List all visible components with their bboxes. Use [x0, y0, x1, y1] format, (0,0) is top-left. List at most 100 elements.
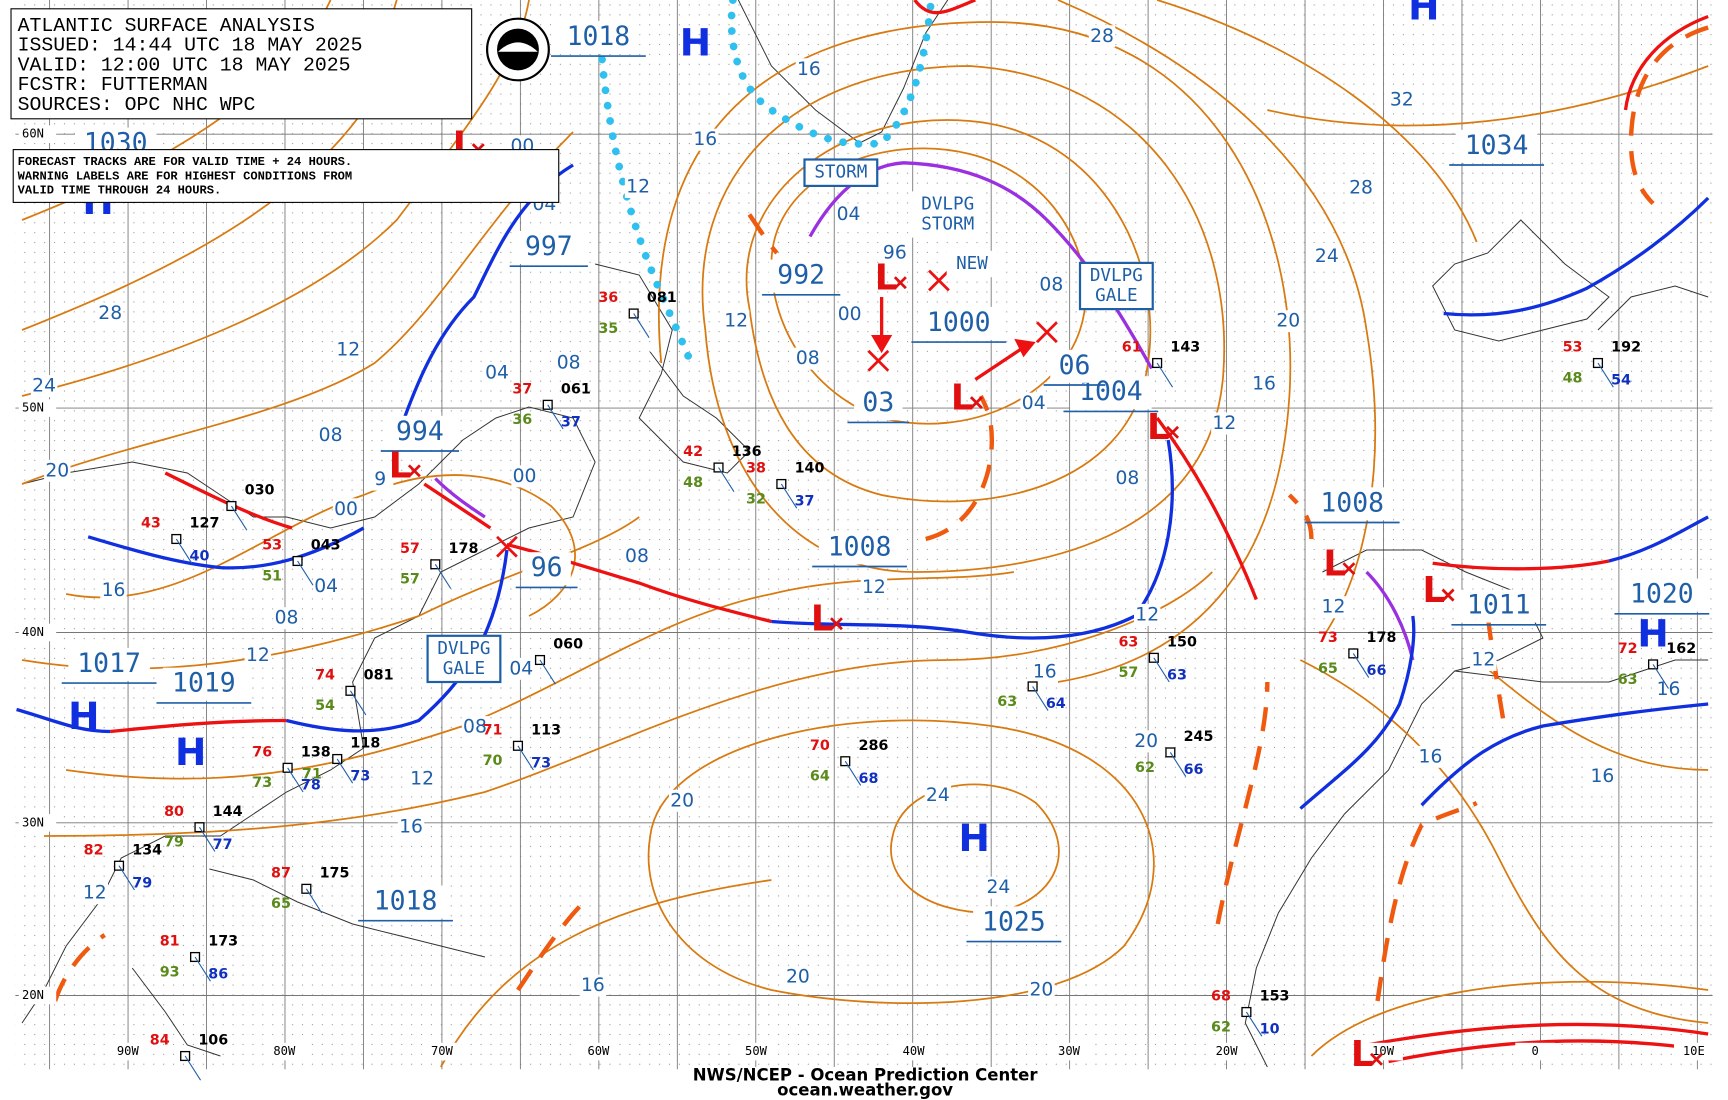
- isobar-label-box: [1417, 745, 1444, 768]
- isobar-label-box: [579, 974, 607, 997]
- isobar-label-box: [1320, 596, 1347, 619]
- isobar-label: 12: [1212, 413, 1236, 434]
- isobar-label-box: [722, 310, 750, 333]
- pressure-label: 1000: [927, 307, 991, 338]
- isobar-label: 12: [410, 768, 434, 789]
- low-center-x: [1441, 588, 1455, 602]
- station-dewpoint: 73: [252, 775, 272, 791]
- station-temperature: 81: [160, 934, 180, 950]
- isobar-label-box: [924, 784, 952, 807]
- isobar-label-box: [483, 361, 511, 384]
- longitude-label: 70W: [431, 1044, 454, 1058]
- wind-barb: [434, 564, 452, 589]
- isobar-label: 08: [1115, 468, 1139, 489]
- station-pressure: 061: [561, 381, 591, 397]
- station-dewpoint: 32: [746, 491, 766, 507]
- isobar-label: 12: [1471, 650, 1495, 671]
- isobar-label-box: [1589, 765, 1616, 788]
- station-pressure: 245: [1184, 729, 1214, 745]
- latitude-label: 40N: [22, 625, 44, 639]
- isobar-label: 20: [1134, 731, 1158, 752]
- high-center: H: [680, 21, 711, 65]
- station-pressure: 192: [1611, 340, 1641, 356]
- station-temperature: 36: [598, 290, 618, 306]
- isobar-label: 20: [1276, 311, 1300, 332]
- pressure-label: 1011: [1467, 590, 1531, 621]
- pressure-label: 992: [777, 260, 825, 291]
- forecast-position: [1036, 321, 1058, 344]
- isobar-label-box: [835, 203, 862, 226]
- wind-barb: [230, 505, 248, 531]
- wind-barb: [1153, 657, 1170, 683]
- isobar-label-box: [668, 789, 696, 812]
- pressure-label: 994: [396, 416, 444, 447]
- note-box: [12, 149, 560, 203]
- pressure-label: 1008: [828, 531, 892, 562]
- isobar-label: 08: [463, 717, 487, 738]
- station-pressure: 081: [364, 667, 394, 683]
- high-center: H: [175, 730, 206, 774]
- isobar-label: 12: [1322, 597, 1346, 618]
- station-dewpoint: 54: [315, 698, 335, 714]
- isobar-label: 16: [399, 817, 423, 838]
- station-pressure: 143: [1170, 340, 1200, 356]
- warning-label-box: [803, 158, 879, 188]
- isobar-label: 04: [837, 204, 861, 225]
- pressure-label: 1025: [982, 906, 1046, 937]
- pressure-label-box: [1311, 487, 1393, 521]
- low-center: L: [875, 257, 897, 298]
- wind-barb: [517, 745, 534, 771]
- isobar-label: 08: [557, 353, 581, 374]
- storm-tracks: [423, 297, 1036, 530]
- isobar-label: 08: [319, 425, 343, 446]
- station-pressure: 043: [311, 538, 341, 554]
- station-temperature: 71: [483, 722, 503, 738]
- isobar-label: 16: [1657, 679, 1681, 700]
- warning-label: DVLPG: [437, 639, 490, 659]
- station-symbol: [226, 500, 237, 512]
- isobar-label: 16: [797, 59, 821, 80]
- wind-barb: [1652, 664, 1669, 689]
- warning-label: GALE: [1095, 286, 1137, 306]
- high-center: H: [1408, 0, 1439, 28]
- isobar-label-box: [44, 459, 71, 482]
- wind-barb: [175, 538, 193, 564]
- station-temperature: 76: [252, 744, 272, 760]
- warning-label-box: [911, 191, 985, 238]
- isobar-label-box: [1028, 979, 1055, 1001]
- forecast-position: [496, 535, 518, 558]
- isobar-label: 16: [581, 975, 605, 996]
- pressure-label-box: [1050, 349, 1099, 383]
- isobar-label: 20: [1030, 980, 1054, 1001]
- longitude-label-box: [578, 1042, 619, 1061]
- isobar-label: 16: [1033, 662, 1057, 683]
- station-dewpoint: 65: [1318, 661, 1338, 677]
- low-center-x: [829, 617, 843, 631]
- longitude-label-box: [1515, 1042, 1555, 1061]
- pressure-label: 96: [531, 552, 563, 583]
- note-line: VALID TIME THROUGH 24 HOURS.: [18, 184, 222, 198]
- latitude-label-box: [18, 125, 57, 143]
- isobar-label-box: [511, 465, 538, 488]
- longitude-label: 60W: [587, 1044, 610, 1058]
- header-line: ATLANTIC SURFACE ANALYSIS: [18, 15, 315, 37]
- isobar-label: 08: [1039, 274, 1063, 295]
- isobar-label: 00: [334, 499, 358, 520]
- isobar-label-box: [1313, 245, 1341, 268]
- pressure-label: 03: [862, 387, 894, 418]
- station-temperature: 53: [1563, 340, 1583, 356]
- isobar-label-box: [461, 716, 489, 739]
- isobar-label: 12: [336, 339, 360, 360]
- station-other: 79: [132, 875, 152, 891]
- isobar-label-box: [312, 575, 340, 598]
- isobar-label: 16: [1252, 373, 1276, 394]
- isobar-label-box: [508, 657, 535, 680]
- labels: 60N 50N 40N 30N 20N 90W 80W 70W 60W 50W 40W 30W 20W 1…: [18, 0, 1714, 1081]
- station-temperature: 38: [746, 461, 766, 477]
- pressure-label-box: [387, 415, 453, 449]
- wind-barb: [118, 865, 135, 891]
- isobar-label-box: [1250, 372, 1278, 395]
- isobar-label-box: [555, 352, 582, 374]
